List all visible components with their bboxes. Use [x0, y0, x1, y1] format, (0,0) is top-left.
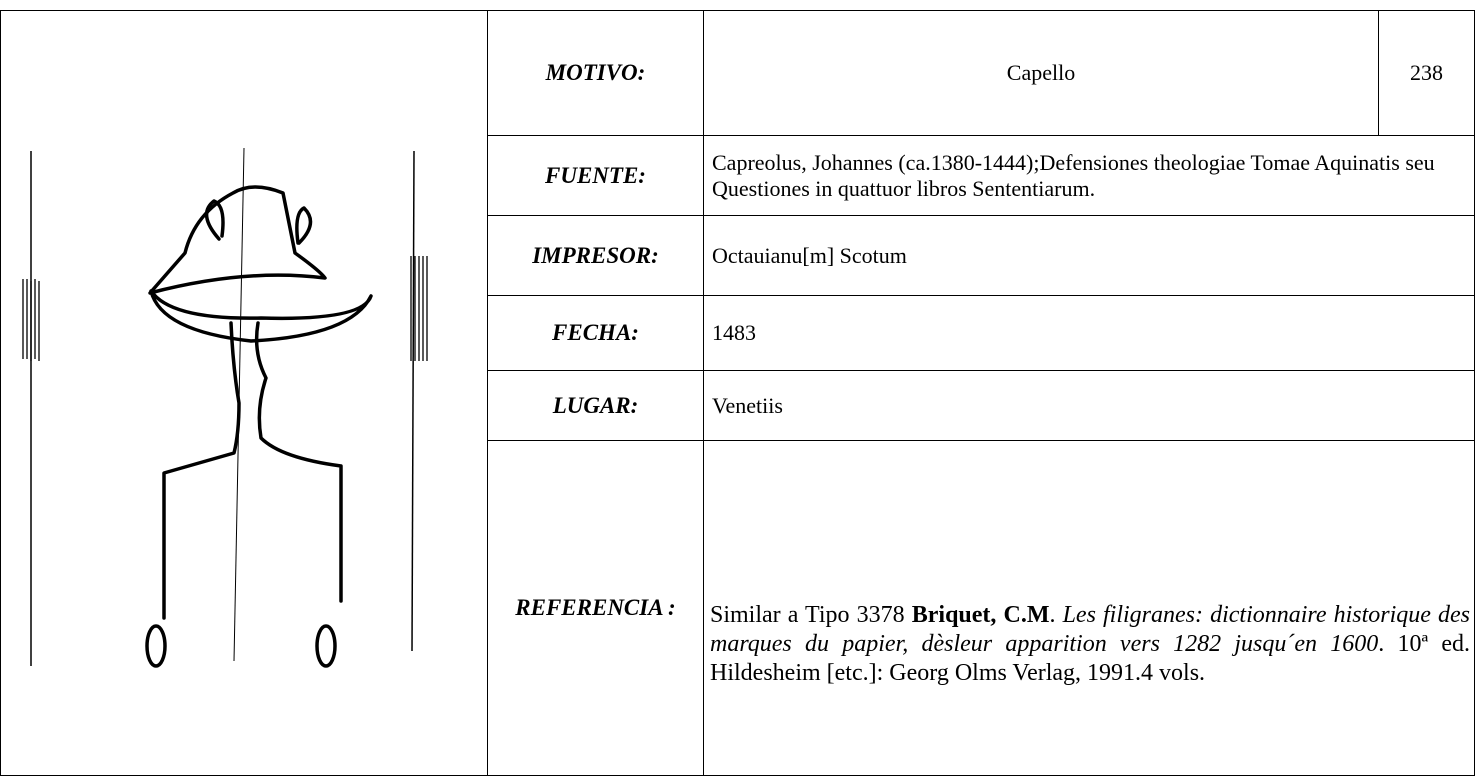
ref-text: Similar a Tipo 3378	[710, 602, 905, 628]
fuente: Capreolus, Johannes (ca.1380-1444);Defen…	[703, 135, 1475, 216]
label-referencia: REFERENCIA :	[487, 440, 704, 776]
ref-author: Briquet, C.M	[911, 602, 1050, 628]
number: 238	[1378, 10, 1475, 136]
label-impresor: IMPRESOR:	[487, 215, 704, 296]
label-fecha: FECHA:	[487, 295, 704, 371]
lugar: Venetiis	[703, 370, 1475, 441]
referencia: Similar a Tipo 3378 Briquet, C.M. Les fi…	[703, 440, 1475, 776]
watermark-drawing	[22, 147, 428, 668]
label-lugar: LUGAR:	[487, 370, 704, 441]
label-fuente: FUENTE:	[487, 135, 704, 216]
fecha: 1483	[703, 295, 1475, 371]
ref-title: Les filigranes: dictionnaire historique …	[710, 602, 1471, 657]
image-cell	[0, 10, 488, 776]
label-motivo: MOTIVO:	[487, 10, 704, 136]
ref-edition: 10ª ed. Hildesheim [etc.]: Georg Olms Ve…	[710, 630, 1471, 686]
motivo: Capello	[703, 10, 1379, 136]
impresor: Octauianu[m] Scotum	[703, 215, 1475, 296]
